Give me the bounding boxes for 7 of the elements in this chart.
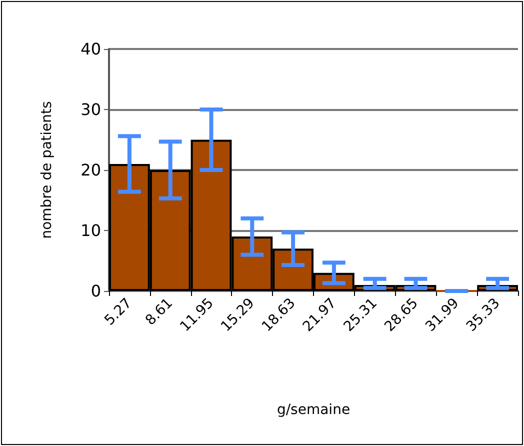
- y-tick-label: 0: [90, 282, 101, 300]
- y-tick-label: 40: [80, 40, 101, 58]
- y-tick-label: 30: [80, 100, 101, 119]
- y-tick-label: 10: [80, 221, 101, 240]
- y-axis-title: nombre de patients: [39, 101, 55, 239]
- x-axis-title: g/semaine: [276, 402, 350, 418]
- y-tick-label: 20: [80, 160, 101, 180]
